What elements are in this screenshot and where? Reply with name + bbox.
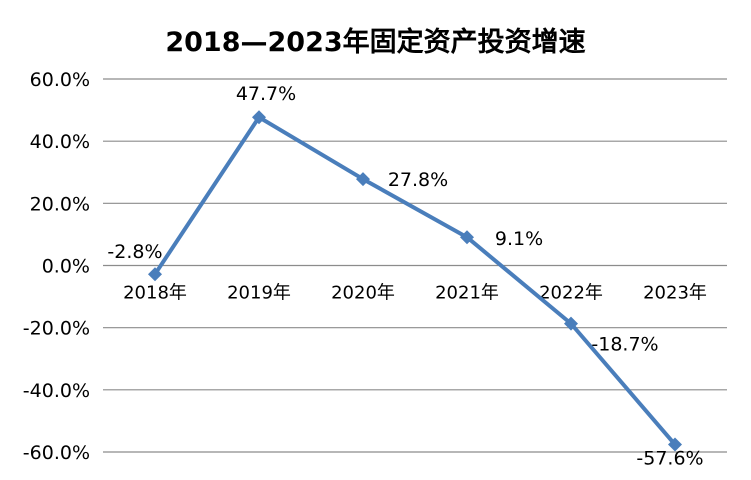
x-tick-label: 2021年 xyxy=(435,283,499,304)
y-tick-label: 60.0% xyxy=(30,69,90,91)
x-tick-label: 2022年 xyxy=(539,283,603,304)
data-point-marker xyxy=(148,267,162,282)
y-tick-label: -20.0% xyxy=(23,318,90,340)
y-tick-label: -40.0% xyxy=(23,380,90,402)
series-line xyxy=(153,115,677,446)
data-label: -57.6% xyxy=(636,448,703,470)
data-point-marker xyxy=(668,437,682,452)
x-tick-label: 2020年 xyxy=(331,283,395,304)
y-tick-label: 20.0% xyxy=(30,193,90,215)
y-tick-label: -60.0% xyxy=(23,442,90,464)
chart-title: 2018—2023年固定资产投资增速 xyxy=(165,27,586,58)
x-tick-label: 2018年 xyxy=(123,283,187,304)
data-label: 27.8% xyxy=(388,169,448,191)
y-tick-label: 0.0% xyxy=(42,256,90,278)
data-label: -18.7% xyxy=(591,334,658,356)
data-point-marker xyxy=(564,316,578,331)
y-tick-label: 40.0% xyxy=(30,131,90,153)
x-tick-label: 2023年 xyxy=(643,283,707,304)
data-label: 47.7% xyxy=(236,83,296,105)
data-label: 9.1% xyxy=(495,228,543,250)
data-point-marker xyxy=(356,172,370,187)
data-label: -2.8% xyxy=(107,241,162,263)
data-point-marker xyxy=(460,230,474,245)
data-point-marker xyxy=(252,110,266,125)
x-tick-label: 2019年 xyxy=(227,283,291,304)
